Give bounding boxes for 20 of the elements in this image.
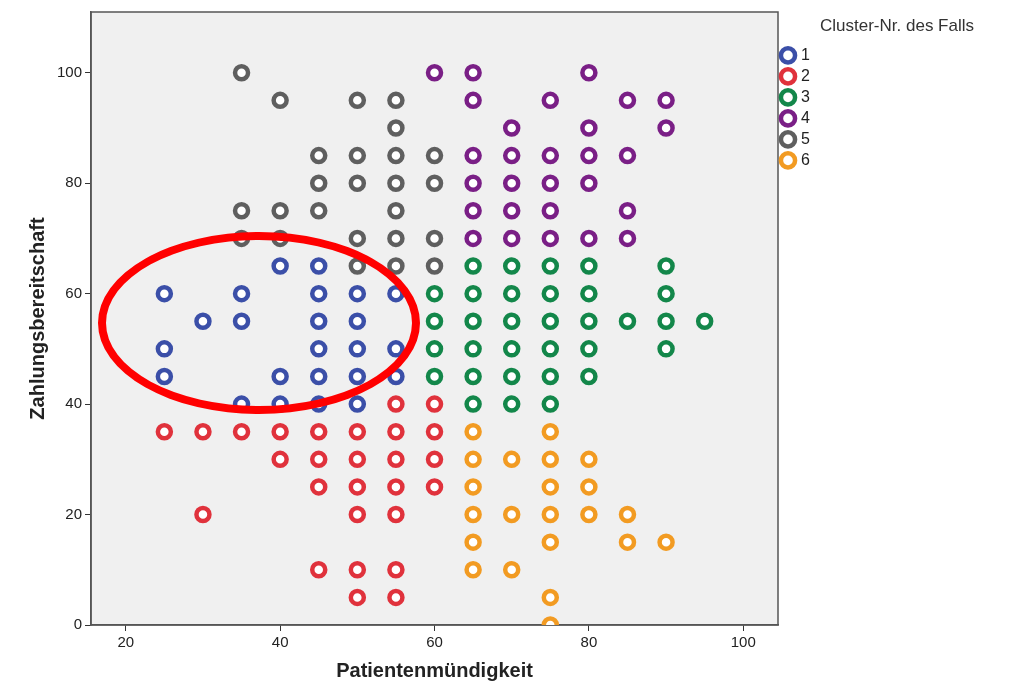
x-tick-label: 20 [117,633,135,651]
legend-label: 6 [801,150,810,168]
y-tick-label: 60 [65,283,83,301]
x-tick-label: 80 [580,633,598,651]
y-tick-label: 0 [73,615,83,633]
legend-label: 1 [801,45,810,63]
y-tick-label: 80 [65,173,83,191]
y-tick-label: 40 [65,394,83,412]
x-axis-title: Patientenmündigkeit [336,658,534,681]
y-tick-label: 100 [57,62,83,80]
legend-label: 5 [801,129,810,147]
x-tick-label: 40 [271,633,289,651]
legend-title: Cluster-Nr. des Falls [820,16,974,36]
legend-label: 4 [801,108,810,126]
legend-label: 2 [801,66,810,84]
y-axis-title: Zahlungsbereitschaft [25,217,48,420]
x-tick-label: 60 [426,633,443,651]
x-tick-label: 100 [730,633,756,651]
legend-label: 3 [801,87,810,105]
y-tick-label: 20 [65,504,83,522]
